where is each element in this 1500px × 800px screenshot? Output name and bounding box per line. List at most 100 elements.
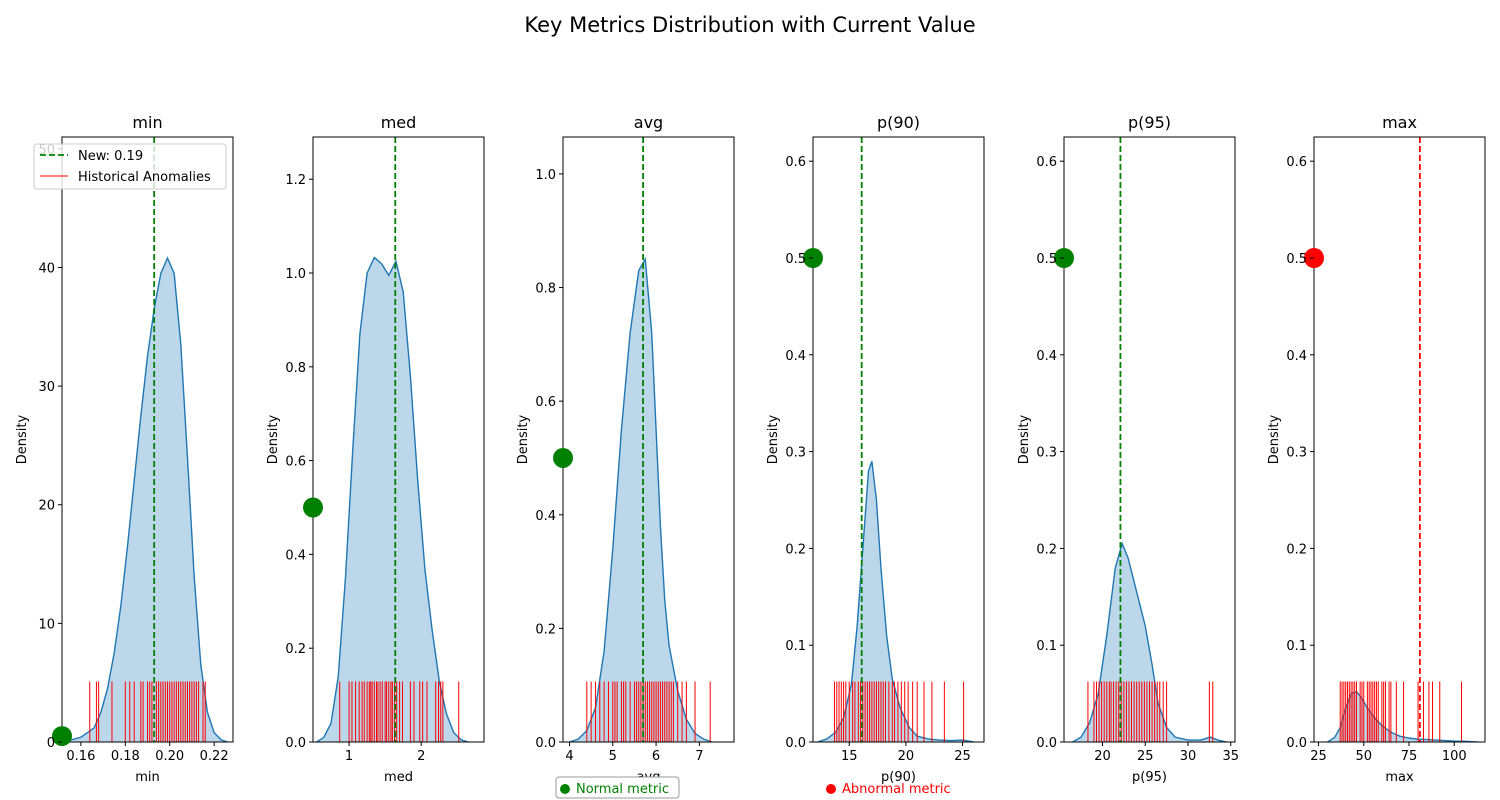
- kde-line: [62, 256, 228, 742]
- y-tick-label: 0.0: [285, 736, 306, 751]
- y-tick-label: 0.6: [285, 455, 306, 470]
- kde-area: [1327, 691, 1478, 742]
- plot-area: [1072, 137, 1227, 742]
- legend-new-label: New: 0.19: [78, 149, 143, 164]
- plot-area: [569, 137, 713, 742]
- status-marker: [553, 447, 573, 468]
- axes-frame: [812, 136, 985, 743]
- legend-box: [33, 143, 227, 190]
- kde-line: [1072, 541, 1227, 742]
- x-axis-label: med: [384, 770, 413, 785]
- y-tick-label: 0.3: [1286, 446, 1307, 461]
- y-tick-label: 0.4: [535, 509, 556, 524]
- x-tick-label: 0.22: [200, 749, 229, 764]
- axes-frame: [1313, 136, 1486, 743]
- y-tick-label: 0.8: [535, 282, 556, 297]
- x-tick-label: 6: [652, 749, 660, 764]
- legend: New: 0.19 Historical Anomalies: [33, 143, 227, 190]
- y-axis-label: Density: [1017, 414, 1032, 464]
- y-tick-label: 0.2: [535, 622, 556, 637]
- panel-1: 1 2 0.0 0.2 0.4 0.6 0.8 1.0 1.2 med med Density: [266, 113, 485, 785]
- x-tick-label: 100: [1442, 749, 1467, 764]
- x-tick-label: 1: [345, 749, 353, 764]
- axes-frame: [61, 136, 234, 743]
- x-tick-label: 20: [898, 749, 915, 764]
- y-tick-label: 0.5: [785, 252, 806, 267]
- panel-4: 20 25 30 35 0.0 0.1 0.2 0.3 0.4 0.5 0.6 p(95) p(95) D…: [1017, 113, 1239, 785]
- kde-area: [316, 257, 469, 742]
- normal-legend-box: [555, 776, 680, 799]
- y-tick-label: 0.6: [1286, 155, 1307, 170]
- x-tick-label: 5: [609, 749, 617, 764]
- plot-area: [62, 137, 228, 742]
- status-legend: Normal metric Abnormal metric: [555, 776, 951, 799]
- y-axis-label: Density: [15, 414, 30, 464]
- y-tick-label: 0.4: [285, 548, 306, 563]
- y-tick-label: 0.8: [285, 361, 306, 376]
- status-marker: [52, 726, 72, 747]
- kde-area: [817, 461, 974, 742]
- legend-anomaly-label: Historical Anomalies: [78, 170, 211, 185]
- plot-area: [316, 137, 469, 742]
- y-axis-label: Density: [766, 414, 781, 464]
- y-tick-label: 0.4: [1036, 349, 1057, 364]
- y-tick-label: 0.5: [1036, 252, 1057, 267]
- y-tick-label: 0: [47, 736, 55, 751]
- plot-area: [1327, 137, 1478, 742]
- y-tick-label: 0.4: [785, 349, 806, 364]
- y-tick-label: 0.1: [1036, 639, 1057, 654]
- y-tick-label: 0.0: [1286, 736, 1307, 751]
- x-tick-label: 35: [1222, 749, 1239, 764]
- x-tick-label: 25: [1310, 749, 1327, 764]
- x-tick-label: 50: [1355, 749, 1372, 764]
- y-tick-label: 30: [38, 380, 55, 395]
- x-axis-label: p(95): [1132, 770, 1167, 785]
- y-tick-label: 0.6: [1036, 155, 1057, 170]
- y-tick-label: 0.1: [785, 639, 806, 654]
- axes-frame: [1063, 136, 1236, 743]
- x-tick-label: 75: [1401, 749, 1418, 764]
- abnormal-dot-icon: [826, 784, 836, 794]
- x-axis-label: max: [1385, 770, 1414, 785]
- kde-area: [63, 258, 228, 742]
- panel-title: min: [132, 113, 162, 132]
- x-tick-label: 7: [695, 749, 703, 764]
- x-tick-label: 30: [1180, 749, 1197, 764]
- y-tick-label: 10: [38, 617, 55, 632]
- y-tick-label: 0.0: [785, 736, 806, 751]
- panel-title: max: [1382, 113, 1417, 132]
- panel-title: p(95): [1128, 113, 1171, 132]
- x-tick-label: 4: [565, 749, 573, 764]
- y-tick-label: 0.6: [535, 395, 556, 410]
- kde-line: [569, 256, 713, 742]
- x-tick-label: 0.18: [111, 749, 140, 764]
- panel-3: 15 20 25 0.0 0.1 0.2 0.3 0.4 0.5 0.6 p(90) p(90) Den…: [766, 113, 985, 785]
- x-axis-label: p(90): [881, 770, 916, 785]
- y-tick-label: 0.2: [1036, 542, 1057, 557]
- y-tick-label: 20: [38, 499, 55, 514]
- axes-frame: [312, 136, 485, 743]
- y-tick-label: 0.3: [1036, 446, 1057, 461]
- y-tick-label: 40: [38, 261, 55, 276]
- plot-area: [817, 137, 974, 742]
- panel-title: med: [381, 113, 417, 132]
- x-tick-label: 0.16: [66, 749, 95, 764]
- panel-5: 25 50 75 100 0.0 0.1 0.2 0.3 0.4 0.5 0.6 max max Dens…: [1267, 113, 1486, 785]
- y-tick-label: 0.6: [785, 155, 806, 170]
- abnormal-metric-label: Abnormal metric: [842, 782, 951, 797]
- x-tick-label: 20: [1094, 749, 1111, 764]
- y-tick-label: 0.5: [1286, 252, 1307, 267]
- y-tick-label: 1.0: [285, 267, 306, 282]
- panel-title: p(90): [877, 113, 920, 132]
- x-tick-label: 25: [954, 749, 971, 764]
- y-tick-label: 0.2: [785, 542, 806, 557]
- x-tick-label: 2: [417, 749, 425, 764]
- y-tick-label: 0.0: [535, 736, 556, 751]
- y-tick-label: 0.1: [1286, 639, 1307, 654]
- figure-title: Key Metrics Distribution with Current Va…: [524, 13, 975, 37]
- y-tick-label: 0.0: [1036, 736, 1057, 751]
- panel-title: avg: [634, 113, 663, 132]
- y-axis-label: Density: [1267, 414, 1282, 464]
